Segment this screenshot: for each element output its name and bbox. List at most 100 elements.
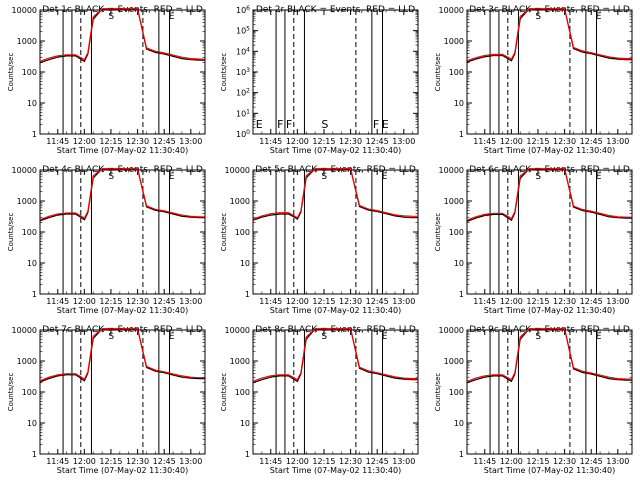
x-tick-label: 12:45	[580, 457, 603, 466]
x-tick-label: 12:00	[286, 297, 309, 306]
event-flag-label: S	[535, 12, 541, 22]
event-flag-label: E	[169, 332, 175, 342]
x-axis-label: Start Time (07-May-02 11:30:40)	[270, 466, 401, 475]
x-tick-label: 12:00	[73, 457, 96, 466]
event-flag-label: S	[535, 332, 541, 342]
x-tick-label: 12:45	[580, 297, 603, 306]
event-flag-label: S	[535, 172, 541, 182]
event-flag-label: E	[382, 118, 389, 131]
x-tick-label: 13:00	[179, 457, 202, 466]
event-flag-label: F	[286, 118, 292, 131]
y-tick-label: 10	[27, 99, 37, 108]
y-tick-label: 10000	[12, 326, 37, 335]
x-tick-label: 12:45	[580, 137, 603, 146]
x-tick-label: 11:45	[46, 137, 69, 146]
y-tick-label: 10000	[439, 6, 464, 15]
x-tick-label: 11:45	[259, 457, 282, 466]
y-tick-label: 1	[459, 130, 464, 139]
event-flag-label: E	[596, 172, 602, 182]
series-line	[467, 8, 632, 63]
series-line	[40, 168, 205, 221]
y-tick-label: 10	[240, 259, 250, 268]
x-tick-label: 12:15	[99, 297, 122, 306]
x-tick-label: 12:00	[286, 137, 309, 146]
series-line	[40, 328, 205, 382]
y-tick-label: 10000	[225, 166, 250, 175]
event-flag-label: S	[108, 172, 114, 182]
y-tick-label: 101	[236, 108, 250, 118]
y-tick-label: 102	[236, 88, 250, 98]
x-axis-label: Start Time (07-May-02 11:30:40)	[484, 146, 615, 155]
chart-panel: Det 7c BLACK = Events, RED = LLD 1 10 100 10…	[7, 325, 206, 475]
y-tick-label: 10000	[12, 6, 37, 15]
plot-frame	[252, 169, 419, 295]
x-tick-label: 12:30	[553, 457, 576, 466]
chart-panel: Det 9c BLACK = Events, RED = LLD 1 10 100 10…	[434, 325, 633, 475]
chart-title: Det 4c BLACK = Events, RED = LLD	[42, 165, 203, 175]
y-tick-label: 10	[454, 99, 464, 108]
x-axis-label: Start Time (07-May-02 11:30:40)	[57, 146, 188, 155]
y-tick-label: 10	[27, 259, 37, 268]
x-tick-label: 11:45	[259, 137, 282, 146]
y-tick-label: 10	[454, 419, 464, 428]
y-tick-label: 1000	[444, 197, 464, 206]
x-tick-label: 12:15	[312, 457, 335, 466]
y-tick-label: 1	[32, 290, 37, 299]
event-flag-label: E	[169, 172, 175, 182]
x-tick-label: 12:30	[339, 137, 362, 146]
plot-frame	[252, 9, 419, 135]
x-tick-label: 12:30	[126, 137, 149, 146]
event-flag-label: F	[277, 118, 283, 131]
chart-title: Det 8c BLACK = Events, RED = LLD	[255, 325, 416, 335]
y-tick-label: 1	[245, 450, 250, 459]
x-tick-label: 12:30	[126, 297, 149, 306]
y-axis-label: Counts/sec	[7, 213, 15, 252]
x-tick-label: 12:30	[553, 297, 576, 306]
x-tick-label: 11:45	[46, 297, 69, 306]
y-tick-label: 10	[454, 259, 464, 268]
x-tick-label: 12:15	[312, 297, 335, 306]
y-tick-label: 100	[236, 129, 250, 139]
x-tick-label: 12:00	[500, 457, 523, 466]
y-tick-label: 10000	[12, 166, 37, 175]
y-tick-label: 10	[240, 419, 250, 428]
y-tick-label: 10000	[439, 166, 464, 175]
x-tick-label: 13:00	[606, 137, 629, 146]
series-line	[467, 328, 632, 382]
series-line	[40, 8, 205, 62]
x-tick-label: 12:30	[339, 297, 362, 306]
x-axis-label: Start Time (07-May-02 11:30:40)	[57, 466, 188, 475]
event-flag-label: S	[321, 172, 327, 182]
y-tick-label: 10	[27, 419, 37, 428]
chart-panel: Det 3c BLACK = Events, RED = LLD 1 10 100 10…	[434, 5, 633, 155]
y-tick-label: 1	[32, 450, 37, 459]
y-tick-label: 100	[22, 388, 37, 397]
x-axis-label: Start Time (07-May-02 11:30:40)	[270, 146, 401, 155]
y-axis-label: Counts/sec	[7, 53, 15, 92]
event-flag-label: E	[169, 12, 175, 22]
y-tick-label: 100	[235, 388, 250, 397]
y-tick-label: 100	[22, 68, 37, 77]
x-tick-label: 13:00	[179, 297, 202, 306]
y-tick-label: 100	[22, 228, 37, 237]
chart-panel: Det 4c BLACK = Events, RED = LLD 1 10 100 10…	[7, 165, 206, 315]
x-tick-label: 12:00	[500, 297, 523, 306]
event-flag-label: S	[321, 332, 327, 342]
x-tick-label: 11:45	[259, 297, 282, 306]
series-line	[467, 168, 632, 221]
chart-panel: Det 2r BLACK = Events, RED = LLD 100 101 10…	[220, 5, 419, 155]
x-tick-label: 12:30	[339, 457, 362, 466]
plot-frame	[252, 329, 419, 455]
x-tick-label: 12:15	[526, 137, 549, 146]
y-tick-label: 106	[236, 5, 250, 15]
y-tick-label: 104	[236, 46, 250, 56]
event-flag-label: S	[108, 332, 114, 342]
x-tick-label: 12:45	[153, 297, 176, 306]
x-axis-label: Start Time (07-May-02 11:30:40)	[270, 306, 401, 315]
plot-frame	[466, 329, 633, 455]
x-tick-label: 12:45	[153, 457, 176, 466]
x-axis-label: Start Time (07-May-02 11:30:40)	[484, 306, 615, 315]
chart-panel: Det 8c BLACK = Events, RED = LLD 1 10 100 10…	[220, 325, 419, 475]
y-tick-label: 105	[236, 26, 250, 36]
